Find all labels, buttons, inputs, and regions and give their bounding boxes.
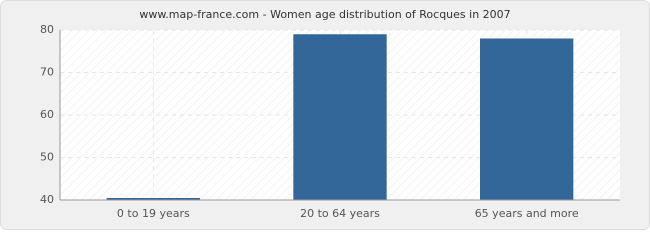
y-tick-label: 70 (40, 66, 54, 79)
y-tick-label: 50 (40, 151, 54, 164)
y-tick-label: 80 (40, 23, 54, 36)
chart-title: www.map-france.com - Women age distribut… (139, 8, 510, 21)
y-tick-label: 60 (40, 108, 54, 121)
bar (293, 34, 387, 200)
y-tick-label: 40 (40, 193, 54, 206)
x-tick-label: 65 years and more (475, 207, 579, 220)
bar (106, 198, 200, 200)
bar (480, 38, 574, 200)
chart: www.map-france.com - Women age distribut… (0, 0, 650, 230)
x-tick-label: 20 to 64 years (300, 207, 380, 220)
x-tick-label: 0 to 19 years (117, 207, 190, 220)
